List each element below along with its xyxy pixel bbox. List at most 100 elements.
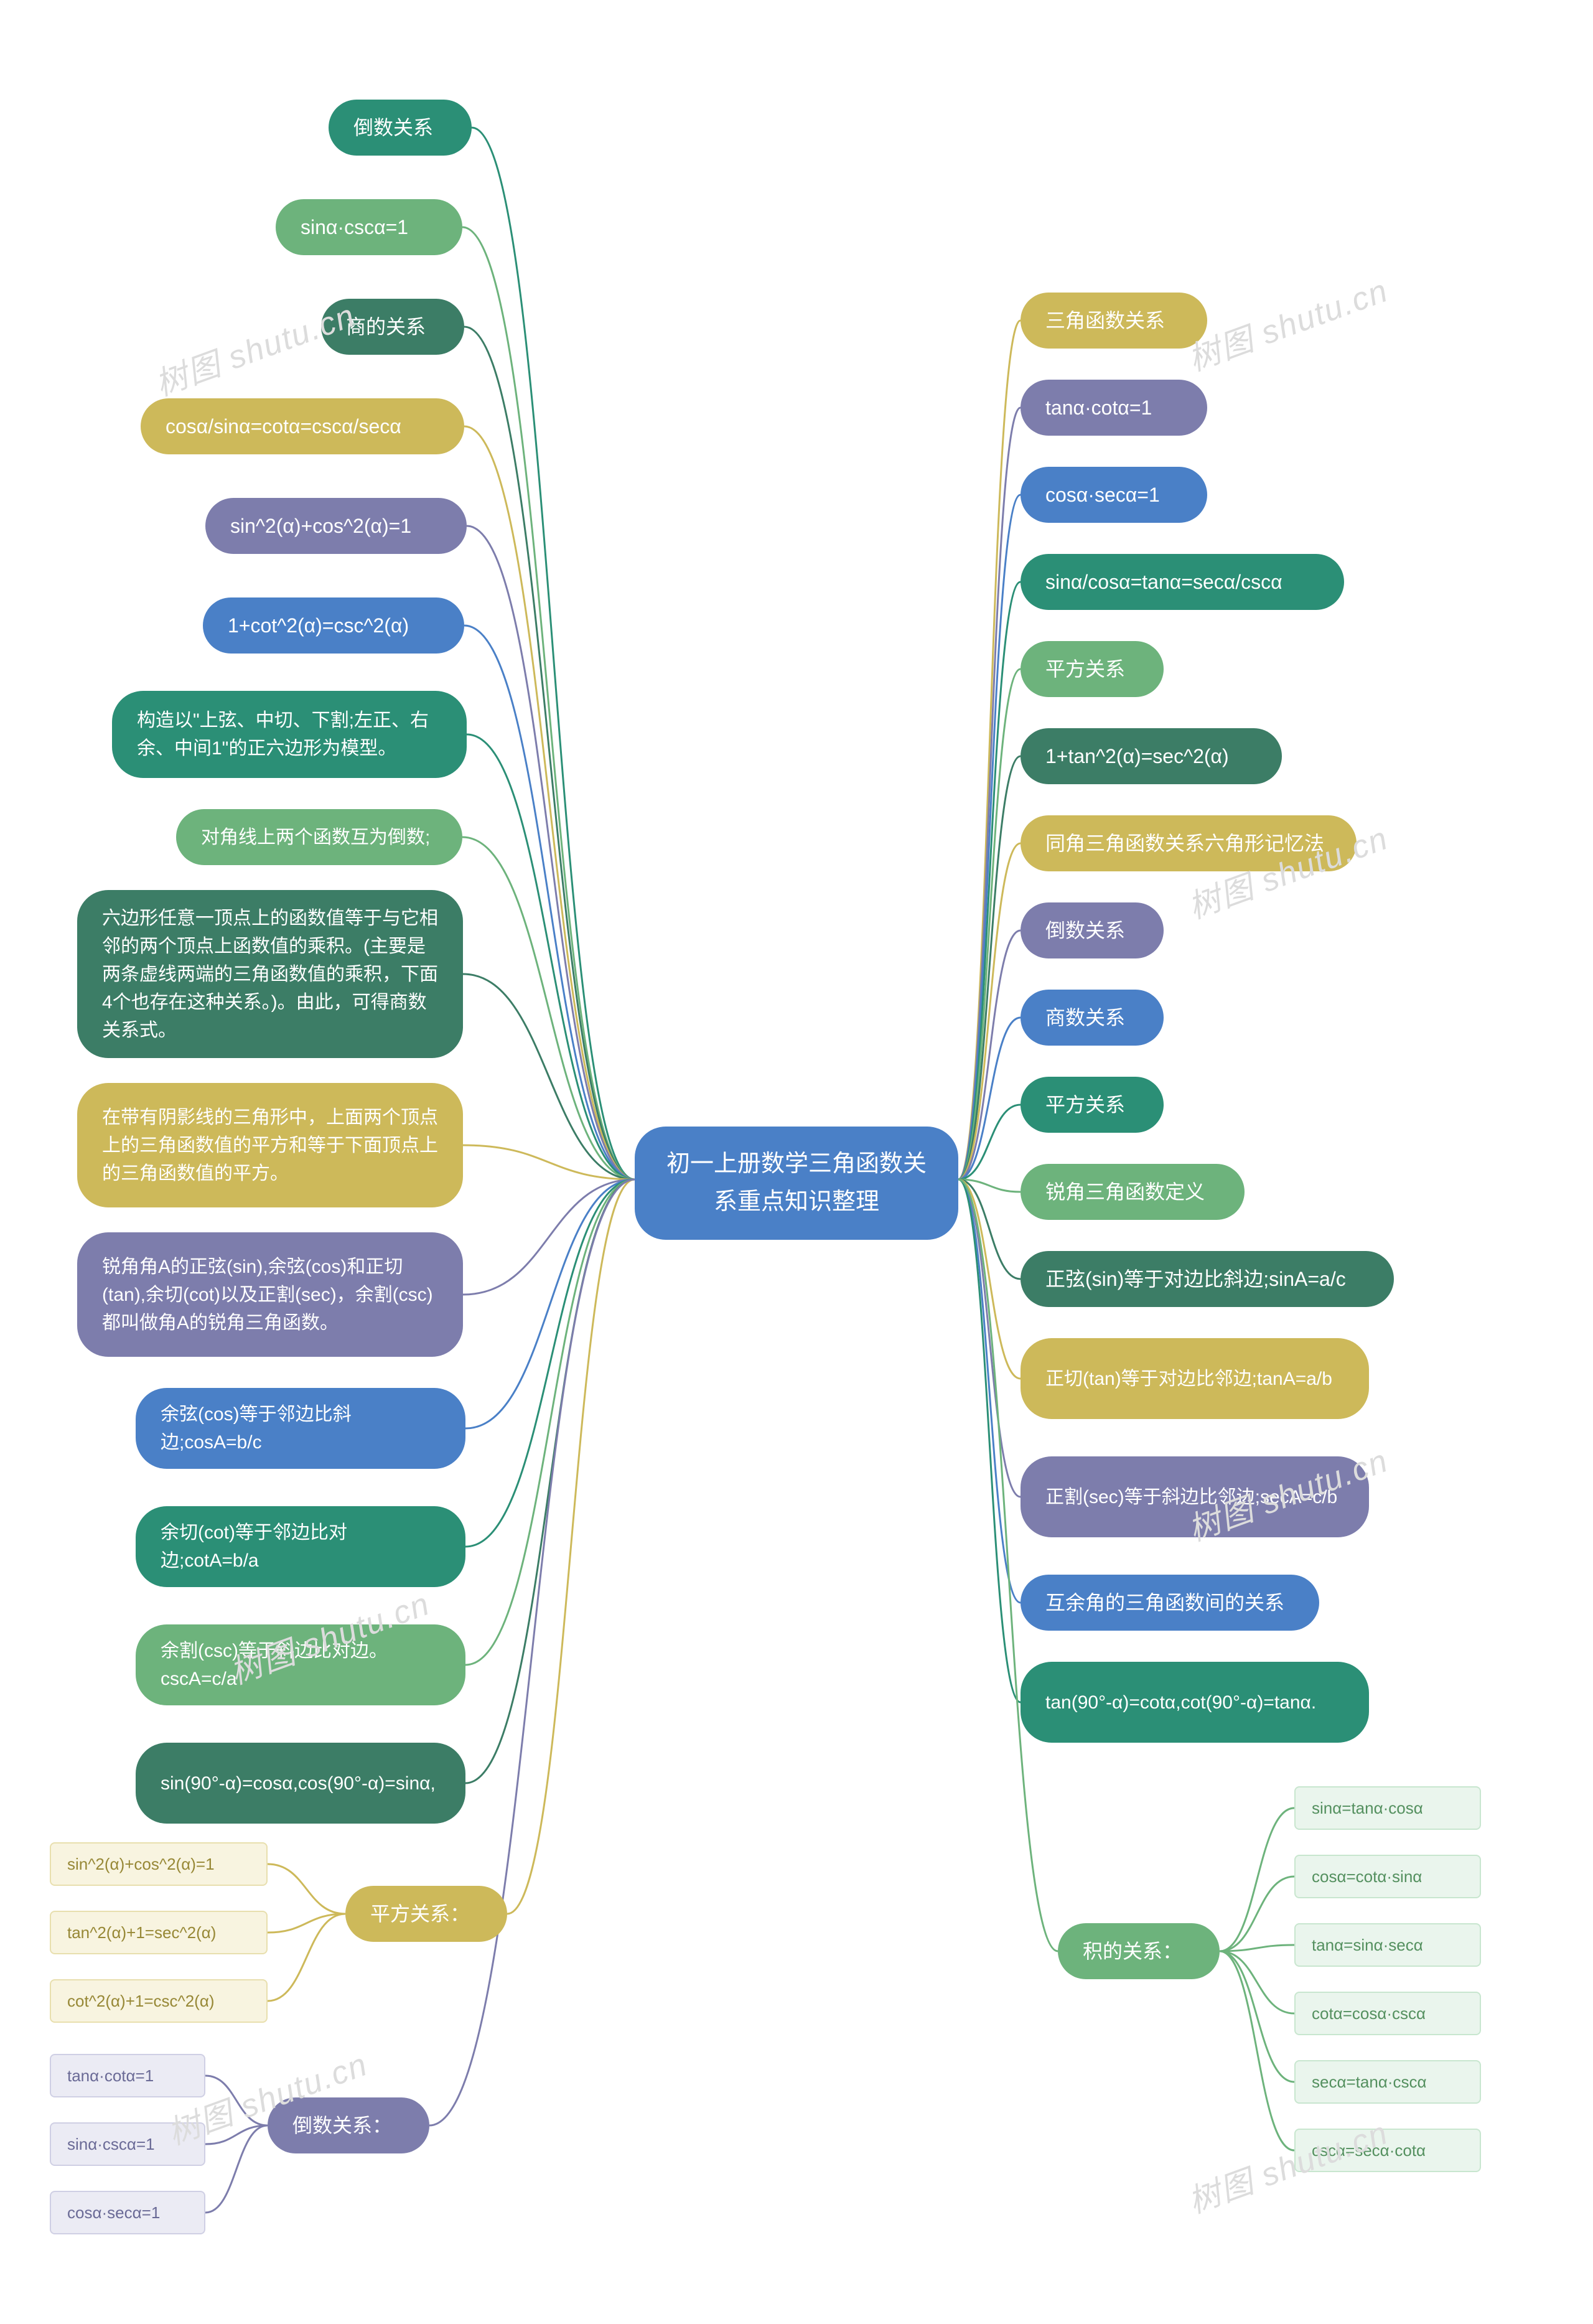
node-l11: 锐角角A的正弦(sin),余弦(cos)和正切(tan),余切(cot)以及正割… [77, 1232, 463, 1357]
node-label: 三角函数关系 [1045, 306, 1165, 335]
node-l3: 商的关系 [321, 299, 464, 355]
node-label: 正割(sec)等于斜边比邻边;secA=c/b [1045, 1483, 1337, 1511]
node-p3c5: secα=tanα·cscα [1294, 2060, 1481, 2104]
node-r6: 1+tan^2(α)=sec^2(α) [1021, 728, 1282, 784]
node-label: sinα·cscα=1 [67, 2133, 155, 2155]
edge [1220, 1877, 1294, 1951]
node-p1c3: cot^2(α)+1=csc^2(α) [50, 1979, 268, 2023]
node-label: sin^2(α)+cos^2(α)=1 [230, 511, 411, 541]
node-label: cscα=secα·cotα [1312, 2139, 1426, 2162]
node-label: cosα·secα=1 [67, 2201, 160, 2224]
edge [958, 582, 1021, 1179]
node-r15: 互余角的三角函数间的关系 [1021, 1575, 1319, 1631]
node-r12: 正弦(sin)等于对边比斜边;sinA=a/c [1021, 1251, 1394, 1307]
edge [462, 837, 635, 1179]
edge [268, 1864, 345, 1914]
node-label: 正弦(sin)等于对边比斜边;sinA=a/c [1045, 1264, 1346, 1294]
node-p2c2: sinα·cscα=1 [50, 2122, 205, 2166]
node-r8: 倒数关系 [1021, 902, 1164, 958]
node-p2c1: tanα·cotα=1 [50, 2054, 205, 2097]
node-p2: 倒数关系： [268, 2097, 429, 2153]
node-label: 平方关系 [1045, 1090, 1125, 1120]
node-l9: 六边形任意一顶点上的函数值等于与它相邻的两个顶点上函数值的乘积。(主要是两条虚线… [77, 890, 463, 1058]
node-r4: sinα/cosα=tanα=secα/cscα [1021, 554, 1344, 610]
node-r7: 同角三角函数关系六角形记忆法 [1021, 815, 1357, 871]
node-label: sinα/cosα=tanα=secα/cscα [1045, 567, 1282, 597]
node-label: tanα=sinα·secα [1312, 1934, 1423, 1956]
node-label: 平方关系： [370, 1899, 470, 1929]
node-label: 在带有阴影线的三角形中，上面两个顶点上的三角函数值的平方和等于下面顶点上的三角函… [102, 1103, 438, 1188]
node-label: 倒数关系 [353, 113, 433, 143]
node-label: 平方关系 [1045, 654, 1125, 684]
node-r13: 正切(tan)等于对边比邻边;tanA=a/b [1021, 1338, 1369, 1419]
node-p3c6: cscα=secα·cotα [1294, 2129, 1481, 2172]
node-l13: 余切(cot)等于邻边比对边;cotA=b/a [136, 1506, 465, 1587]
node-label: 余弦(cos)等于邻边比斜边;cosA=b/c [161, 1400, 441, 1456]
node-label: sinα·cscα=1 [301, 212, 408, 242]
node-label: 积的关系： [1083, 1936, 1182, 1966]
node-p3c4: cotα=cosα·cscα [1294, 1992, 1481, 2035]
edge [1220, 1951, 1294, 2082]
edge [467, 734, 635, 1179]
node-label: 锐角角A的正弦(sin),余弦(cos)和正切(tan),余切(cot)以及正割… [102, 1253, 438, 1337]
edge [465, 1179, 635, 1783]
node-label: tan(90°-α)=cotα,cot(90°-α)=tanα. [1045, 1689, 1316, 1717]
node-label: 1+tan^2(α)=sec^2(α) [1045, 741, 1229, 771]
node-label: 倒数关系： [292, 2111, 392, 2140]
edge [958, 1179, 1021, 1603]
center-node: 初一上册数学三角函数关系重点知识整理 [635, 1127, 958, 1240]
node-label: 余割(csc)等于斜边比对边。cscA=c/a [161, 1637, 441, 1693]
node-label: tan^2(α)+1=sec^2(α) [67, 1921, 216, 1944]
node-label: tanα·cotα=1 [67, 2064, 154, 2087]
edge [1220, 1951, 1294, 2013]
node-r9: 商数关系 [1021, 990, 1164, 1046]
node-r14: 正割(sec)等于斜边比邻边;secA=c/b [1021, 1456, 1369, 1537]
edge [464, 426, 635, 1179]
node-label: cosα=cotα·sinα [1312, 1865, 1422, 1888]
node-p3c2: cosα=cotα·sinα [1294, 1855, 1481, 1898]
node-p3c1: sinα=tanα·cosα [1294, 1786, 1481, 1830]
node-label: sin(90°-α)=cosα,cos(90°-α)=sinα, [161, 1769, 436, 1797]
node-label: cot^2(α)+1=csc^2(α) [67, 1990, 215, 2012]
node-label: 商的关系 [346, 312, 426, 342]
node-l2: sinα·cscα=1 [276, 199, 462, 255]
node-r16: tan(90°-α)=cotα,cot(90°-α)=tanα. [1021, 1662, 1369, 1743]
node-label: 构造以"上弦、中切、下割;左正、右余、中间1"的正六边形为模型。 [137, 706, 442, 762]
node-label: sin^2(α)+cos^2(α)=1 [67, 1853, 215, 1875]
node-p3: 积的关系： [1058, 1923, 1220, 1979]
node-label: 对角线上两个函数互为倒数; [201, 823, 430, 851]
node-label: 商数关系 [1045, 1003, 1125, 1033]
edge [958, 495, 1021, 1179]
node-label: cosα/sinα=cotα=cscα/secα [166, 411, 401, 441]
node-label: 同角三角函数关系六角形记忆法 [1045, 828, 1324, 858]
edge [465, 1179, 635, 1428]
node-l14: 余割(csc)等于斜边比对边。cscA=c/a [136, 1624, 465, 1705]
node-l10: 在带有阴影线的三角形中，上面两个顶点上的三角函数值的平方和等于下面顶点上的三角函… [77, 1083, 463, 1207]
node-label: 1+cot^2(α)=csc^2(α) [228, 611, 409, 640]
mindmap-canvas: 初一上册数学三角函数关系重点知识整理 倒数关系 sinα·cscα=1 商的关系 cos… [0, 0, 1593, 2324]
node-label: 正切(tan)等于对边比邻边;tanA=a/b [1045, 1365, 1332, 1393]
node-label: 锐角三角函数定义 [1045, 1177, 1205, 1207]
node-r10: 平方关系 [1021, 1077, 1164, 1133]
node-label: 余切(cot)等于邻边比对边;cotA=b/a [161, 1519, 441, 1575]
node-r5: 平方关系 [1021, 641, 1164, 697]
node-label: tanα·cotα=1 [1045, 393, 1152, 423]
node-l4: cosα/sinα=cotα=cscα/secα [141, 398, 464, 454]
node-p1c1: sin^2(α)+cos^2(α)=1 [50, 1842, 268, 1886]
node-label: secα=tanα·cscα [1312, 2071, 1427, 2093]
node-label: 六边形任意一顶点上的函数值等于与它相邻的两个顶点上函数值的乘积。(主要是两条虚线… [102, 904, 438, 1044]
node-r2: tanα·cotα=1 [1021, 380, 1207, 436]
node-label: 互余角的三角函数间的关系 [1045, 1588, 1284, 1618]
edge [958, 1179, 1021, 1379]
edge [205, 2076, 268, 2125]
edge [465, 1179, 635, 1665]
node-l5: sin^2(α)+cos^2(α)=1 [205, 498, 467, 554]
node-l8: 对角线上两个函数互为倒数; [176, 809, 462, 865]
node-p2c3: cosα·secα=1 [50, 2191, 205, 2234]
node-label: cosα·secα=1 [1045, 480, 1160, 510]
edge [462, 227, 635, 1179]
edge [205, 2125, 268, 2213]
node-l15: sin(90°-α)=cosα,cos(90°-α)=sinα, [136, 1743, 465, 1824]
node-l12: 余弦(cos)等于邻边比斜边;cosA=b/c [136, 1388, 465, 1469]
node-r3: cosα·secα=1 [1021, 467, 1207, 523]
